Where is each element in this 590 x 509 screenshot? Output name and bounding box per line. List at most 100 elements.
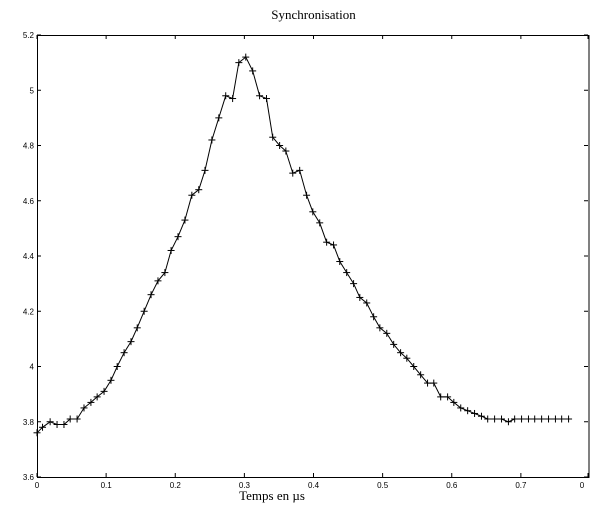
y-tick-label: 4.8 xyxy=(23,142,35,151)
chart-title: Synchronisation xyxy=(271,7,356,22)
data-point-marker xyxy=(73,415,81,423)
data-point-marker xyxy=(565,415,573,423)
data-point-marker xyxy=(363,299,371,307)
x-tick-label: 0.1 xyxy=(101,481,113,490)
data-point-marker xyxy=(356,293,364,301)
data-point-marker xyxy=(524,415,532,423)
y-tick-label: 5.2 xyxy=(23,31,35,40)
data-point-marker xyxy=(229,95,237,103)
data-point-marker xyxy=(370,313,378,321)
data-point-marker xyxy=(330,241,338,249)
x-tick-label: 0.7 xyxy=(515,481,527,490)
data-series xyxy=(33,53,573,437)
data-point-marker xyxy=(504,418,512,426)
data-point-marker xyxy=(242,53,250,61)
data-point-marker xyxy=(147,291,155,299)
plot-frame xyxy=(37,35,590,478)
data-point-marker xyxy=(249,67,257,75)
data-point-marker xyxy=(410,363,418,370)
data-point-marker xyxy=(107,376,115,384)
data-point-marker xyxy=(477,412,485,420)
data-point-marker xyxy=(538,415,546,423)
data-point-marker xyxy=(484,415,492,423)
y-tick-label: 3.8 xyxy=(23,418,35,427)
data-point-marker xyxy=(511,415,519,423)
data-point-marker xyxy=(498,415,506,423)
data-point-marker xyxy=(140,307,148,315)
data-point-marker xyxy=(471,409,479,417)
data-point-marker xyxy=(167,246,175,254)
data-point-marker xyxy=(276,142,284,149)
data-point-marker xyxy=(376,324,384,332)
x-tick-label: 0.6 xyxy=(446,481,458,490)
data-point-marker xyxy=(256,92,264,100)
data-point-marker xyxy=(450,398,458,406)
y-axis: 3.6 3.8 4 4.2 4.4 4.6 4.8 5 5.2 xyxy=(23,31,588,482)
data-point-marker xyxy=(558,415,566,423)
data-point-marker xyxy=(296,166,304,174)
data-point-marker xyxy=(430,379,438,387)
data-point-marker xyxy=(491,415,499,423)
data-point-marker xyxy=(195,186,203,194)
data-point-marker xyxy=(323,238,331,246)
data-point-marker xyxy=(235,59,243,67)
data-point-marker xyxy=(464,407,472,415)
y-tick-label: 4.6 xyxy=(23,197,35,206)
y-tick-label: 4 xyxy=(30,363,35,372)
data-point-marker xyxy=(222,92,230,100)
data-point-marker xyxy=(383,329,391,337)
data-point-marker xyxy=(545,415,553,423)
data-point-marker xyxy=(161,269,169,277)
data-point-marker xyxy=(113,363,121,370)
data-point-marker xyxy=(309,208,317,216)
data-point-marker xyxy=(343,269,351,277)
x-tick-label: 0.4 xyxy=(308,481,320,490)
x-tick-label: 0.5 xyxy=(377,481,389,490)
y-tick-label: 4.2 xyxy=(23,307,35,316)
data-point-marker xyxy=(133,324,141,332)
data-point-marker xyxy=(60,421,68,429)
x-tick-label: 0.3 xyxy=(239,481,251,490)
data-point-marker xyxy=(127,338,135,346)
y-tick-label: 5 xyxy=(30,86,35,95)
data-point-marker xyxy=(154,277,162,285)
data-point-marker xyxy=(282,147,290,155)
data-point-marker xyxy=(289,169,297,177)
data-point-marker xyxy=(303,191,311,199)
data-point-marker xyxy=(424,379,432,387)
data-point-marker xyxy=(181,216,189,224)
data-point-marker xyxy=(269,133,277,141)
x-tick-label: 0 xyxy=(35,481,40,490)
y-tick-label: 4.4 xyxy=(23,252,35,261)
data-point-marker xyxy=(390,340,398,348)
data-point-marker xyxy=(46,418,54,426)
data-point-marker xyxy=(457,404,465,412)
x-axis-label: Temps en µs xyxy=(239,488,305,503)
data-point-marker xyxy=(350,280,358,288)
data-point-marker xyxy=(80,404,88,412)
data-point-marker xyxy=(174,233,182,241)
data-point-marker xyxy=(417,371,425,379)
data-point-marker xyxy=(120,349,128,357)
x-tick-label: 0 xyxy=(580,481,585,490)
data-point-marker xyxy=(316,219,324,227)
data-point-marker xyxy=(87,398,95,406)
data-point-marker xyxy=(397,349,405,357)
data-point-marker xyxy=(100,387,108,395)
y-tick-label: 3.6 xyxy=(23,473,35,482)
data-point-marker xyxy=(53,421,61,429)
data-point-marker xyxy=(336,258,344,266)
data-point-marker xyxy=(403,354,411,362)
data-point-marker xyxy=(188,191,196,199)
x-tick-label: 0.2 xyxy=(170,481,182,490)
data-point-marker xyxy=(208,136,216,144)
data-point-marker xyxy=(531,415,539,423)
x-axis: 0 0.1 0.2 0.3 0.4 0.5 0.6 0.7 0 xyxy=(35,35,589,490)
data-point-marker xyxy=(39,423,47,431)
data-point-marker xyxy=(33,429,41,437)
data-point-marker xyxy=(437,393,445,401)
series-line xyxy=(36,56,569,434)
data-point-marker xyxy=(93,393,101,401)
data-point-marker xyxy=(551,415,559,423)
